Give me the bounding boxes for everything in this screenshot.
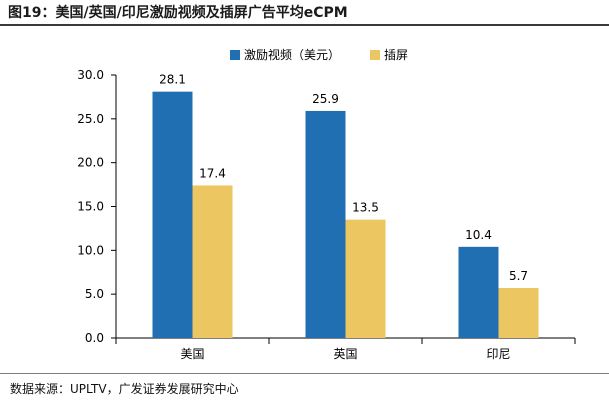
x-category-label: 英国 [333,347,357,361]
legend: 激励视频（美元） 插屏 [230,47,408,62]
legend-label: 插屏 [384,48,408,62]
bar [305,110,346,339]
data-label: 17.4 [199,166,226,180]
y-tick-label: 0.0 [85,331,104,345]
data-label: 13.5 [352,201,379,215]
data-label: 25.9 [312,92,339,106]
bars [152,91,539,339]
x-category-label: 印尼 [486,347,510,361]
y-tick-label: 5.0 [85,287,104,301]
bar [192,185,233,338]
y-tick-label: 15.0 [77,200,104,214]
legend-label: 激励视频（美元） [244,47,340,62]
bar [498,288,539,338]
figure-title: 图19：美国/英国/印尼激励视频及插屏广告平均eCPM [8,5,348,21]
bar [152,91,193,338]
y-tick-label: 25.0 [77,112,104,126]
title-rule [0,24,609,26]
y-tick-label: 10.0 [77,243,104,257]
bottom-rule [0,373,609,374]
y-axis: 0.0 5.0 10.0 15.0 20.0 25.0 30.0 [77,68,117,345]
bar [458,246,499,338]
legend-swatch [370,50,380,60]
source-note: 数据来源：UPLTV，广发证券发展研究中心 [10,382,239,396]
bar [345,219,386,338]
x-axis: 美国 英国 印尼 [115,337,576,361]
data-labels: 28.1 17.4 25.9 13.5 10.4 5.7 [159,73,528,283]
legend-swatch [230,50,240,60]
y-tick-label: 30.0 [77,68,104,82]
data-label: 28.1 [159,73,186,87]
chart: 激励视频（美元） 插屏 0.0 5.0 10.0 15.0 20.0 25.0 30.0 美国… [77,47,576,361]
y-tick-label: 20.0 [77,156,104,170]
x-category-label: 美国 [180,347,204,361]
data-label: 10.4 [465,228,492,242]
data-label: 5.7 [509,269,528,283]
